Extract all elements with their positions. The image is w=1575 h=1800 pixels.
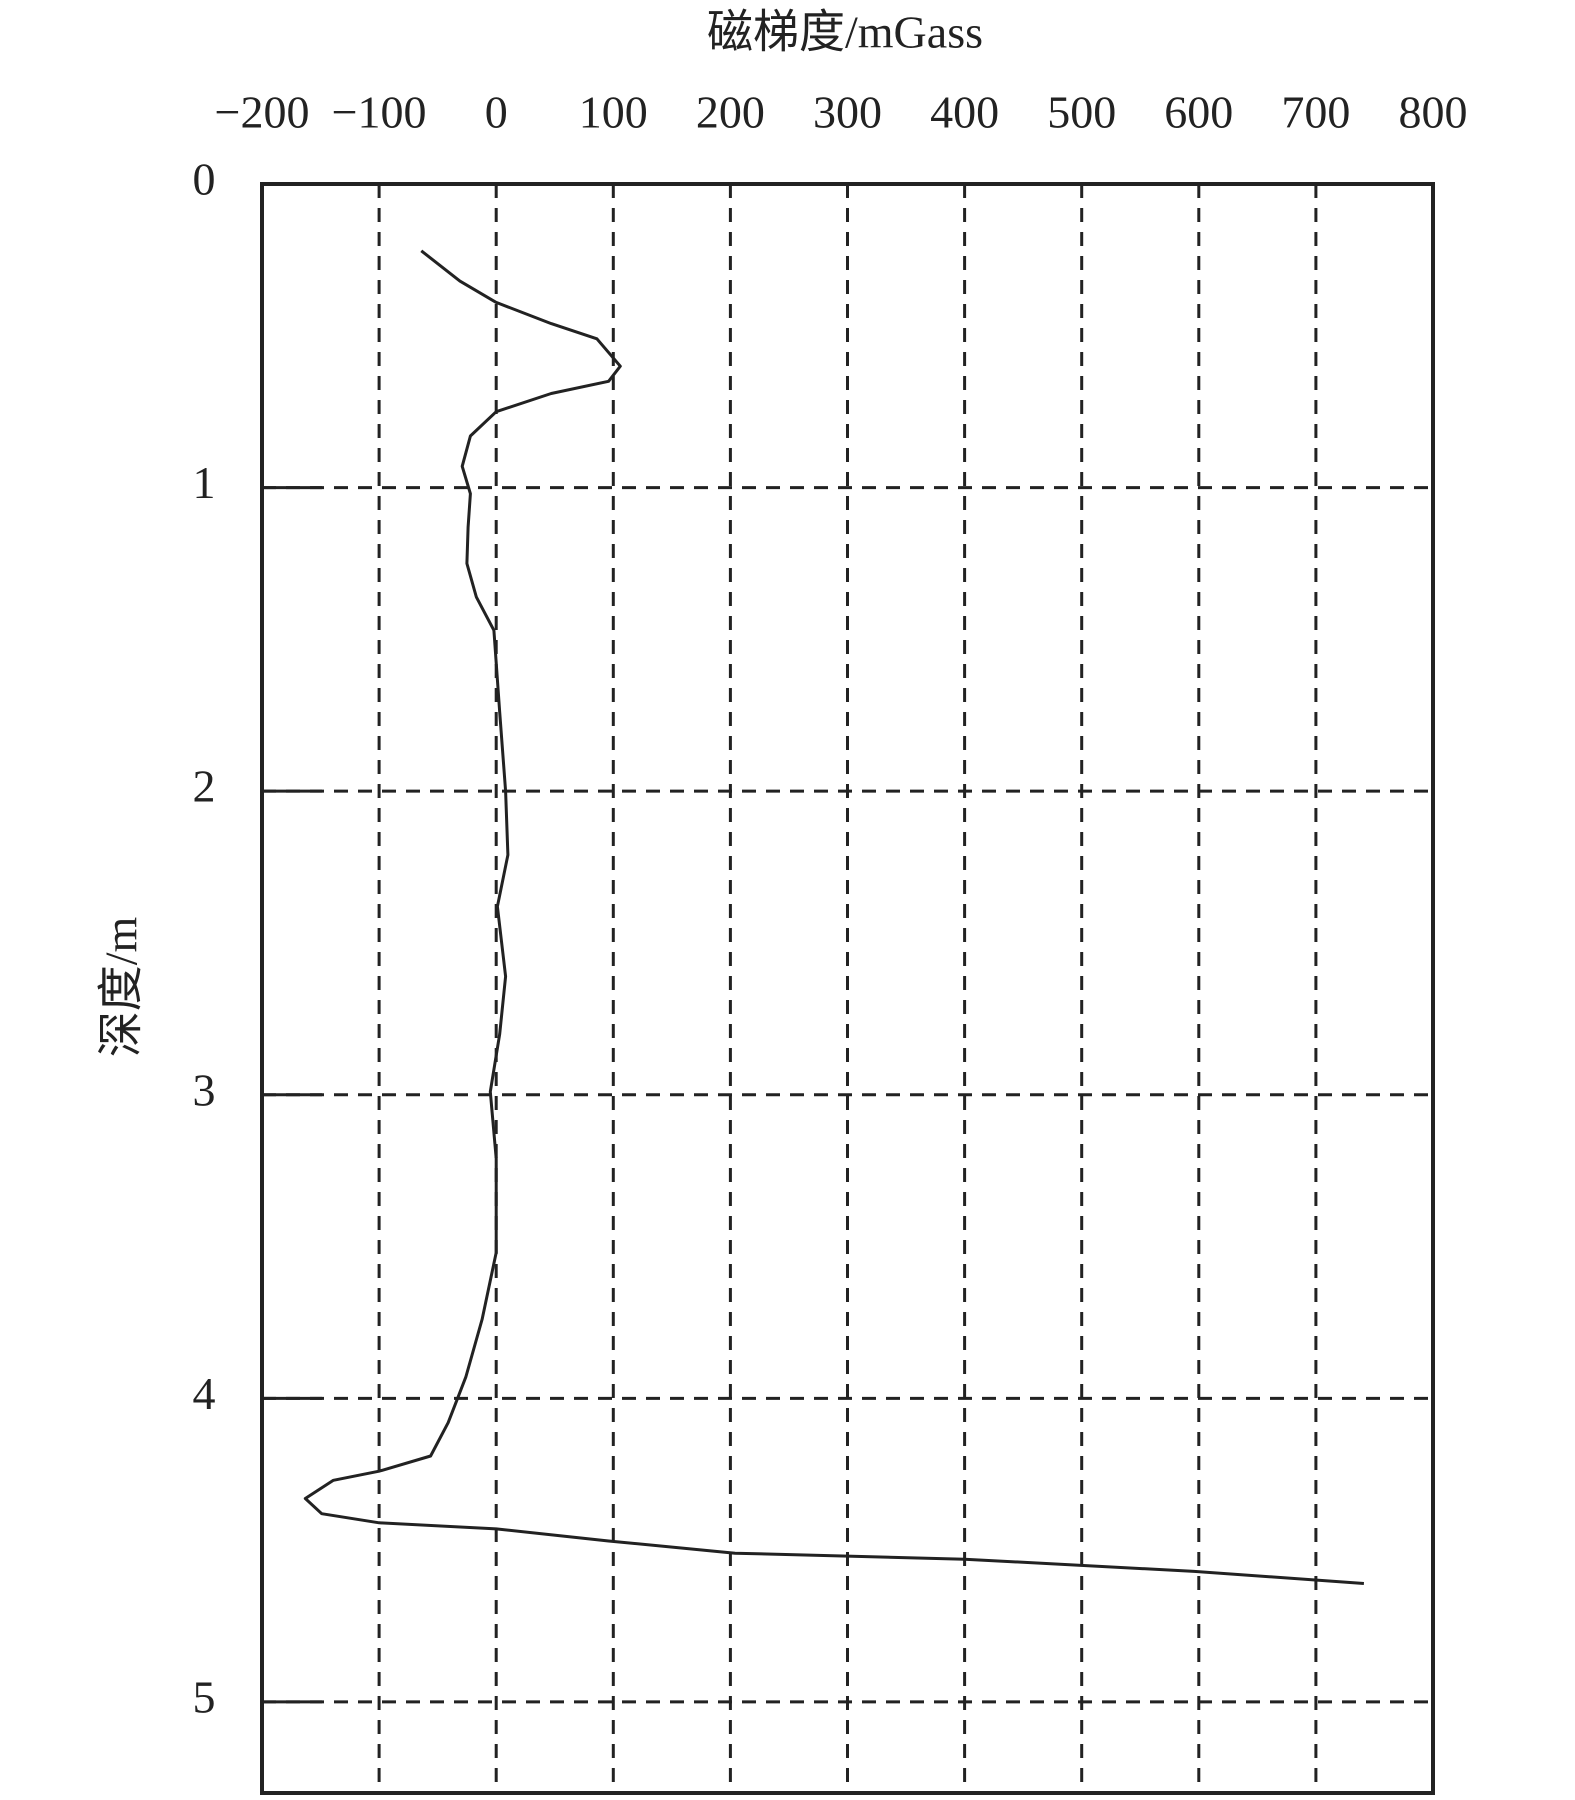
x-axis-title: 磁梯度/mGass bbox=[707, 7, 983, 58]
x-tick-label: 500 bbox=[1047, 87, 1116, 138]
y-tick-label: 4 bbox=[193, 1368, 216, 1419]
x-tick-label: 800 bbox=[1399, 87, 1468, 138]
x-tick-label: 0 bbox=[485, 87, 508, 138]
y-tick-label: 0 bbox=[193, 154, 216, 205]
x-tick-label: 700 bbox=[1281, 87, 1350, 138]
data-line bbox=[303, 249, 1365, 1585]
x-tick-label: −100 bbox=[332, 87, 427, 138]
x-tick-label: 100 bbox=[579, 87, 648, 138]
y-axis-title: 深度/m bbox=[96, 917, 147, 1058]
y-tick-label: 2 bbox=[193, 761, 216, 812]
x-tick-label: −200 bbox=[215, 87, 310, 138]
y-tick-label: 1 bbox=[193, 457, 216, 508]
y-tick-label: 5 bbox=[193, 1671, 216, 1722]
x-tick-label: 400 bbox=[930, 87, 999, 138]
x-tick-label: 200 bbox=[696, 87, 765, 138]
y-tick-label: 3 bbox=[193, 1064, 216, 1115]
plot-frame bbox=[260, 182, 1435, 1795]
x-tick-label: 300 bbox=[813, 87, 882, 138]
x-tick-label: 600 bbox=[1164, 87, 1233, 138]
